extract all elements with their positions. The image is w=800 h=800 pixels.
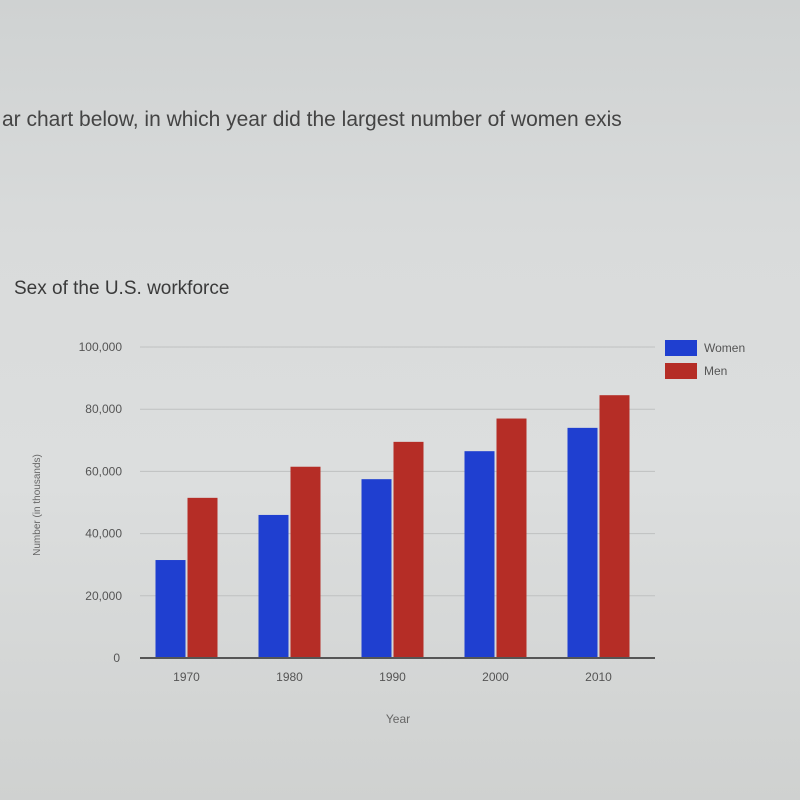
x-tick-label: 2010: [585, 670, 612, 684]
legend: Women Men: [665, 340, 745, 379]
question-text: ar chart below, in which year did the la…: [2, 108, 622, 131]
axes: 0 20,000 40,000 60,000 80,000 100,000 1970 1980…: [32, 340, 655, 726]
bars: [155, 395, 630, 658]
bar-men-1990: [393, 441, 424, 658]
x-axis-title: Year: [386, 712, 410, 726]
bar-men-2000: [496, 418, 527, 658]
y-tick-label: 80,000: [85, 402, 122, 416]
bar-women-1980: [258, 514, 289, 658]
y-tick-label: 60,000: [85, 464, 122, 478]
bar-women-1990: [361, 479, 392, 658]
y-tick-label: 0: [113, 651, 120, 665]
legend-label-men: Men: [704, 364, 727, 378]
y-tick-label: 20,000: [85, 589, 122, 603]
legend-label-women: Women: [704, 341, 745, 355]
y-tick-label: 40,000: [85, 527, 122, 541]
legend-swatch-women: [665, 340, 697, 356]
x-tick-label: 1970: [173, 670, 200, 684]
bar-men-1970: [187, 497, 218, 658]
y-axis-title: Number (in thousands): [32, 454, 43, 556]
x-tick-label: 1980: [276, 670, 303, 684]
x-tick-label: 1990: [379, 670, 406, 684]
bar-men-2010: [599, 395, 630, 658]
bar-women-2000: [464, 451, 495, 658]
bar-women-1970: [155, 560, 186, 658]
legend-swatch-men: [665, 363, 697, 379]
chart-title: Sex of the U.S. workforce: [14, 278, 230, 299]
x-tick-label: 2000: [482, 670, 509, 684]
bar-women-2010: [567, 427, 598, 658]
bar-men-1980: [290, 466, 321, 658]
y-tick-label: 100,000: [79, 340, 123, 354]
